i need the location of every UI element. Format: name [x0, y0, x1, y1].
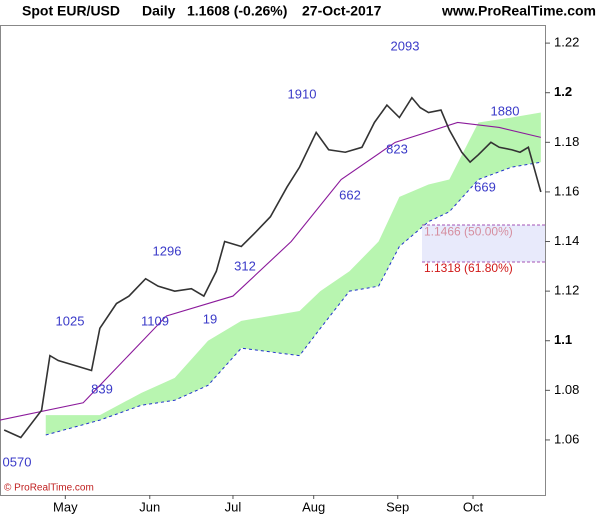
x-tick-label: Sep [386, 499, 409, 514]
fib-zone [422, 225, 545, 262]
annotation: 1880 [491, 103, 520, 118]
copyright: © ProRealTime.com [4, 483, 94, 494]
y-tick-label: 1.16 [554, 183, 579, 198]
annotation: 1296 [153, 243, 182, 258]
y-tick-label: 1.14 [554, 233, 579, 248]
annotation: 1910 [288, 86, 317, 101]
annotation: 19 [203, 311, 217, 326]
annotation: 669 [474, 179, 496, 194]
y-tick-label: 1.22 [554, 35, 579, 50]
annotation: 0570 [3, 454, 32, 469]
y-tick-label: 1.06 [554, 431, 579, 446]
y-tick-label: 1.08 [554, 382, 579, 397]
annotation: 2093 [391, 38, 420, 53]
x-tick-label: Oct [463, 499, 484, 514]
x-tick-label: May [53, 499, 78, 514]
annotation: 823 [386, 141, 408, 156]
y-tick-label: 1.1 [554, 332, 572, 347]
y-tick-label: 1.18 [554, 134, 579, 149]
x-tick-label: Aug [302, 499, 325, 514]
annotation: 662 [339, 187, 361, 202]
last-price: 1.1608 (-0.26%) [187, 3, 287, 19]
date: 27-Oct-2017 [302, 3, 382, 19]
series-line [3, 96, 542, 439]
annotation: 1109 [141, 313, 169, 328]
cloud-lower [45, 161, 541, 436]
annotation: 839 [91, 381, 113, 396]
annotation: 1025 [56, 313, 85, 328]
period: Daily [142, 3, 176, 19]
series-line [0, 121, 541, 421]
site: www.ProRealTime.com [441, 3, 596, 19]
fib-label: 1.1318 (61.80%) [424, 261, 513, 275]
y-tick-label: 1.12 [554, 283, 579, 298]
annotation: 312 [234, 258, 256, 273]
cloud [45, 112, 541, 435]
x-tick-label: Jul [225, 499, 242, 514]
chart-title: Spot EUR/USD [22, 3, 120, 19]
x-tick-label: Jun [139, 499, 160, 514]
y-tick-label: 1.2 [554, 84, 572, 99]
